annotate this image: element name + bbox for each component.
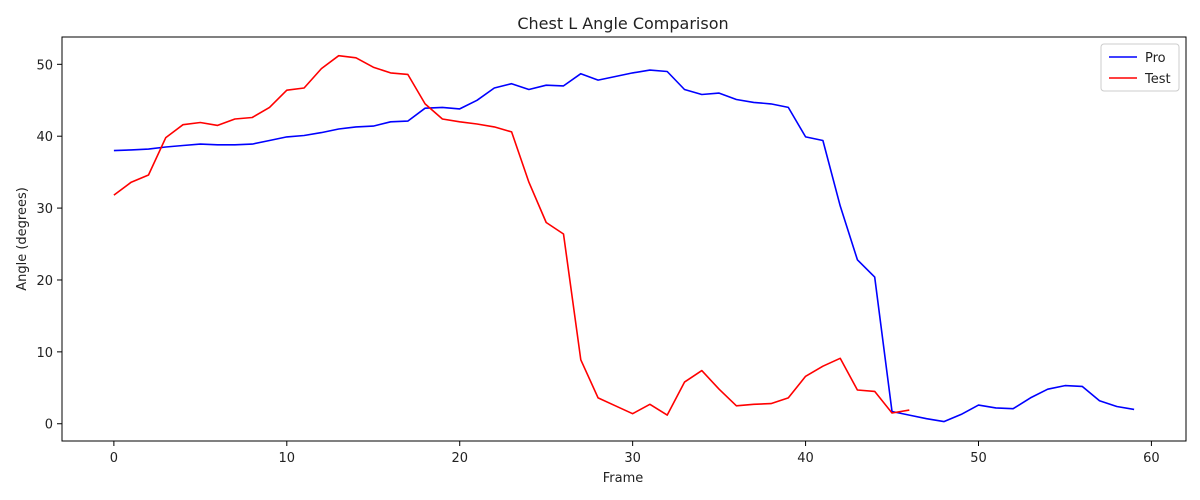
legend: Pro Test <box>1100 43 1180 92</box>
legend-label-test: Test <box>1144 72 1171 87</box>
x-axis-label: Frame <box>603 471 644 486</box>
x-axis-ticks: 0 10 20 30 40 50 60 <box>110 441 1160 466</box>
x-tick-label: 0 <box>110 451 118 466</box>
y-tick-label: 20 <box>36 274 53 289</box>
x-tick-label: 60 <box>1143 451 1160 466</box>
x-tick-label: 40 <box>797 451 814 466</box>
x-tick-label: 30 <box>624 451 641 466</box>
y-tick-label: 40 <box>36 130 53 145</box>
legend-label-pro: Pro <box>1145 51 1166 66</box>
y-tick-label: 0 <box>45 418 53 433</box>
series-line-test <box>113 54 910 416</box>
y-tick-label: 10 <box>36 346 53 361</box>
legend-box <box>1100 43 1180 92</box>
series-lines <box>113 54 1135 423</box>
plot-frame <box>61 36 1187 442</box>
y-axis-label: Angle (degrees) <box>15 187 30 291</box>
y-tick-label: 50 <box>36 58 53 73</box>
x-tick-label: 50 <box>970 451 987 466</box>
chart-title: Chest L Angle Comparison <box>517 14 728 33</box>
x-tick-label: 20 <box>451 451 468 466</box>
x-tick-label: 10 <box>279 451 296 466</box>
series-line-pro <box>113 69 1135 423</box>
y-axis-ticks: 0 10 20 30 40 50 <box>36 58 62 433</box>
y-tick-label: 30 <box>36 202 53 217</box>
